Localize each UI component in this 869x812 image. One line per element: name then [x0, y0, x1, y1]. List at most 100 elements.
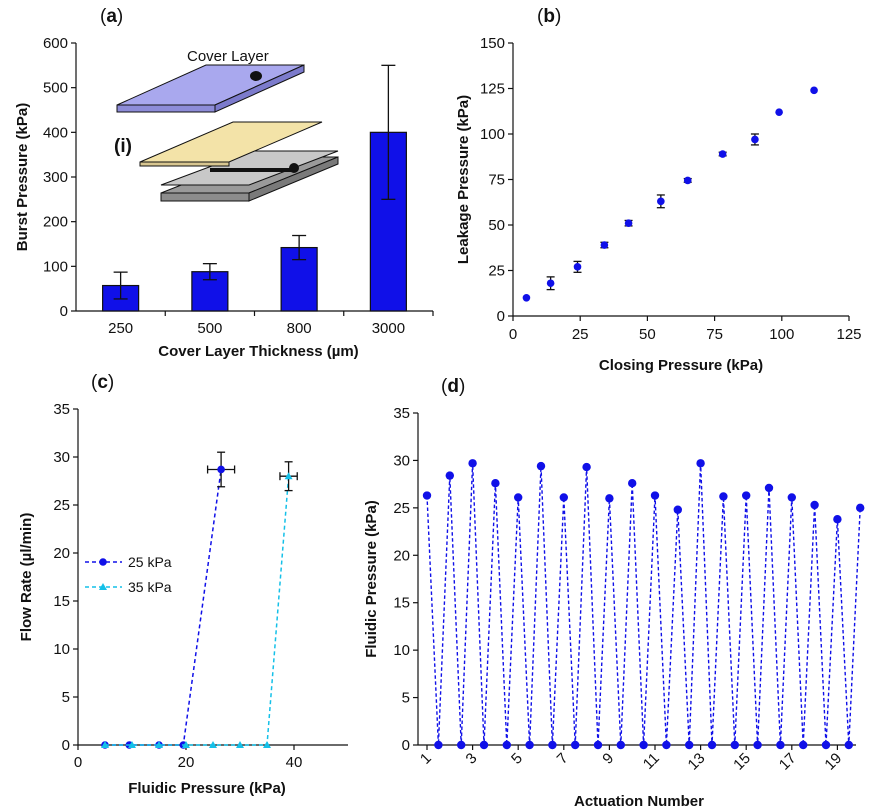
- legend-marker: [99, 583, 107, 590]
- data-point-zero: [593, 740, 603, 750]
- data-point: [657, 197, 665, 206]
- x-tick-label: 9: [599, 750, 617, 768]
- y-tick-label: 30: [53, 449, 70, 466]
- data-point-zero: [844, 740, 853, 750]
- y-tick-label: 100: [43, 258, 68, 275]
- series-line: [105, 469, 222, 746]
- data-point: [155, 741, 163, 748]
- y-tick-label: 100: [480, 126, 505, 143]
- series-line: [105, 476, 290, 746]
- x-tick-label: 5: [508, 750, 526, 768]
- bottom-layer-edge: [160, 192, 250, 202]
- panel-label-b: (b): [537, 6, 561, 27]
- y-tick-label: 600: [43, 35, 68, 52]
- cover-layer-edge: [116, 104, 216, 113]
- x-tick-label: 17: [776, 750, 800, 774]
- data-point: [217, 465, 225, 474]
- chart-a: 0 100 200 300 400 500 600 250 500 800 3000 Cover La…: [14, 35, 434, 360]
- data-point: [546, 279, 555, 288]
- y-tick-label: 10: [53, 641, 70, 658]
- data-point-peak: [559, 493, 568, 502]
- data-point: [751, 135, 759, 144]
- port-hole: [289, 163, 299, 173]
- x-tick-label: 75: [706, 326, 723, 343]
- y-tick-label: 25: [488, 263, 505, 280]
- data-point-peak: [856, 503, 865, 513]
- panel-label-d: (d): [441, 376, 465, 397]
- y-tick-label: 50: [488, 217, 505, 234]
- x-tick-label: 125: [836, 326, 861, 343]
- x-tick-label: 1: [417, 750, 435, 768]
- data-point: [209, 741, 217, 748]
- data-point-peak: [536, 461, 546, 471]
- y-tick-label: 25: [53, 497, 70, 514]
- data-point: [624, 219, 633, 227]
- y-tick-label: 0: [497, 308, 505, 325]
- data-point-peak: [628, 478, 637, 488]
- x-axis-label: Actuation Number: [574, 793, 704, 810]
- panel-label-c: (c): [91, 372, 114, 393]
- data-point-zero: [571, 740, 580, 750]
- y-tick-label: 150: [480, 35, 505, 52]
- y-tick-label: 200: [43, 214, 68, 231]
- y-tick-label: 20: [53, 545, 70, 562]
- x-tick-label: 3: [463, 750, 481, 768]
- y-tick-label: 500: [43, 80, 68, 97]
- data-point: [600, 241, 609, 249]
- data-point-zero: [434, 740, 443, 750]
- chart-c: 0 5 10 15 20 25 30 35 0 20 40 25 kPa 35 kPa Fluidic P…: [18, 401, 348, 797]
- cover-layer-label: Cover Layer: [187, 48, 269, 65]
- data-point-zero: [457, 740, 466, 750]
- bar: [191, 271, 229, 312]
- cover-layer-edge-right: [214, 64, 305, 113]
- data-point-zero: [525, 740, 534, 750]
- x-tick-label: 13: [685, 750, 709, 774]
- data-point-peak: [650, 491, 660, 500]
- x-axis-label: Cover Layer Thickness (µm): [158, 343, 358, 360]
- y-tick-label: 0: [60, 303, 68, 320]
- data-point-zero: [548, 740, 557, 750]
- y-tick-label: 0: [402, 737, 410, 754]
- data-point: [236, 741, 244, 748]
- x-tick-label: 15: [730, 750, 754, 774]
- y-tick-label: 400: [43, 124, 68, 141]
- data-point: [182, 741, 190, 748]
- y-tick-label: 300: [43, 169, 68, 186]
- x-tick-label: 800: [287, 320, 312, 337]
- data-point-peak: [605, 494, 614, 503]
- data-point-peak: [491, 478, 500, 488]
- data-point-peak: [514, 493, 523, 502]
- data-point: [263, 741, 271, 748]
- data-point-peak: [696, 459, 705, 468]
- inlet-hole: [250, 71, 262, 81]
- y-axis-label: Burst Pressure (kPa): [14, 103, 31, 251]
- data-point-peak: [787, 493, 796, 502]
- y-tick-label: 30: [393, 452, 410, 469]
- y-tick-label: 25: [393, 500, 410, 517]
- y-tick-label: 15: [393, 595, 410, 612]
- x-tick-label: 19: [821, 750, 845, 774]
- data-point-zero: [776, 740, 785, 750]
- legend-label: 35 kPa: [128, 579, 172, 595]
- data-point-peak: [719, 492, 728, 501]
- y-axis-label: Flow Rate (µl/min): [18, 513, 35, 642]
- chart-b: 0 25 50 75 100 125 150 0 25 50 75 100 125 Closing Pre…: [455, 35, 862, 374]
- middle-layer-edge: [139, 161, 230, 167]
- data-point-zero: [639, 740, 648, 750]
- series-line: [426, 463, 861, 746]
- data-point-peak: [833, 515, 842, 524]
- data-point-zero: [662, 740, 671, 750]
- x-tick-label: 100: [769, 326, 794, 343]
- panel-label-a: (a): [100, 6, 123, 27]
- y-axis-label: Fluidic Pressure (kPa): [363, 500, 380, 658]
- data-point: [284, 472, 293, 480]
- data-point-peak: [582, 462, 591, 472]
- data-point-peak: [742, 491, 751, 500]
- x-tick-label: 20: [178, 754, 195, 771]
- inset-schematic: Cover Layer (i): [114, 48, 339, 202]
- data-point: [683, 176, 692, 185]
- y-tick-label: 5: [62, 689, 70, 706]
- data-point-peak: [673, 505, 682, 514]
